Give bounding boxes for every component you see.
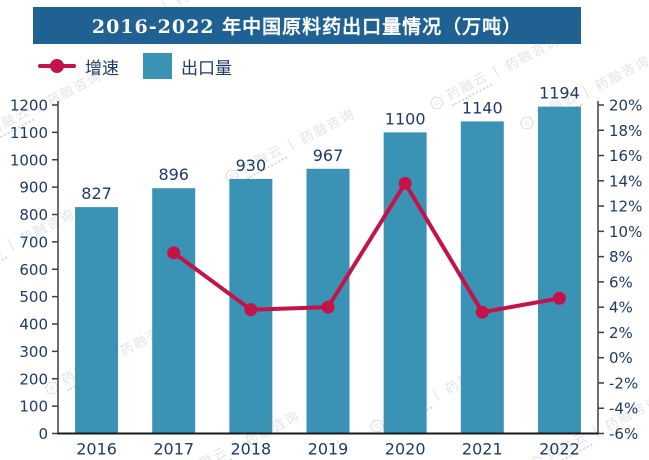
- bar-value-label: 1100: [385, 109, 426, 128]
- bar-value-label: 1140: [462, 98, 503, 117]
- bar-value-label: 1194: [539, 84, 580, 103]
- right-axis-tick-label: 2%: [609, 324, 633, 342]
- left-axis-tick-label: 400: [19, 316, 48, 334]
- right-axis-tick-label: -4%: [609, 400, 638, 418]
- bar-2021: [460, 121, 504, 434]
- left-axis-tick-label: 900: [19, 179, 48, 197]
- bar-2017: [152, 188, 196, 434]
- right-axis-tick-label: 4%: [609, 299, 633, 317]
- chart-legend: 增速 出口量: [38, 52, 232, 80]
- growth-line-point: [552, 291, 566, 305]
- chart-title: 2016-2022 年中国原料药出口量情况（万吨）: [91, 16, 523, 38]
- legend-item-growth: 增速: [38, 54, 119, 79]
- bar-series-swatch-icon: [143, 53, 172, 79]
- left-axis-tick-label: 700: [19, 233, 48, 251]
- x-axis-category-label: 2017: [153, 440, 194, 459]
- line-point-icon: [50, 59, 64, 73]
- growth-line-point: [321, 300, 335, 314]
- growth-line: [172, 181, 560, 315]
- x-axis-category-label: 2016: [76, 440, 117, 459]
- bar-2016: [75, 207, 119, 434]
- right-axis-tick-label: 16%: [609, 147, 642, 165]
- left-axis-tick-label: 0: [38, 425, 48, 443]
- x-axis-category-label: 2021: [462, 440, 503, 459]
- legend-item-export-volume: 出口量: [143, 53, 232, 79]
- right-axis-tick-label: 10%: [609, 223, 642, 241]
- left-axis-tick-label: 100: [19, 398, 48, 416]
- growth-line-point: [244, 303, 258, 317]
- x-axis-category-label: 2020: [385, 440, 426, 459]
- left-axis-tick-label: 300: [19, 343, 48, 361]
- left-axis-tick-label: 500: [19, 288, 48, 306]
- growth-line-point: [475, 305, 489, 319]
- legend-label-growth: 增速: [85, 58, 119, 79]
- right-axis-tick-label: 18%: [609, 122, 642, 140]
- bar-value-label: 930: [236, 156, 267, 175]
- left-axis-tick-label: 1200: [10, 97, 48, 115]
- bar-value-label: 967: [313, 146, 344, 165]
- bar-2022: [537, 106, 581, 434]
- right-axis-tick-label: 0%: [609, 349, 633, 367]
- right-axis-tick-label: 20%: [609, 97, 642, 115]
- growth-line-point: [167, 246, 181, 260]
- left-axis-tick-label: 1000: [10, 151, 48, 169]
- left-axis-tick-label: 200: [19, 370, 48, 388]
- bar-value-label: 827: [81, 184, 112, 203]
- line-series-marker-icon: [38, 59, 76, 73]
- right-axis-tick-label: -6%: [609, 425, 638, 443]
- right-axis-tick-label: 12%: [609, 198, 642, 216]
- left-axis-tick-label: 1100: [10, 124, 48, 142]
- left-axis-tick-label: 800: [19, 206, 48, 224]
- growth-line-point: [398, 176, 412, 190]
- x-axis-category-label: 2022: [539, 440, 580, 459]
- right-axis-tick-label: 14%: [609, 172, 642, 190]
- bar-value-label: 896: [158, 165, 189, 184]
- x-axis-category-label: 2019: [308, 440, 349, 459]
- right-axis-tick-label: -2%: [609, 374, 638, 392]
- right-axis-tick-label: 8%: [609, 248, 633, 266]
- x-axis-category-label: 2018: [230, 440, 271, 459]
- legend-label-export-volume: 出口量: [181, 58, 232, 79]
- left-axis-tick-label: 600: [19, 261, 48, 279]
- chart-title-banner: 2016-2022 年中国原料药出口量情况（万吨）: [33, 7, 581, 44]
- right-axis-tick-label: 6%: [609, 273, 633, 291]
